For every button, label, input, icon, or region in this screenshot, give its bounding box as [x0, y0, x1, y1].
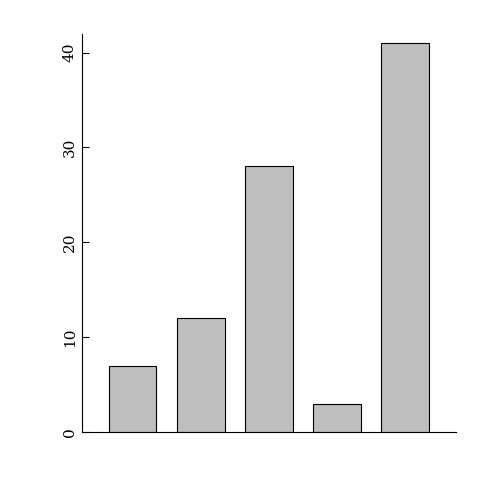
Bar — [313, 404, 360, 432]
Bar — [245, 167, 293, 432]
Bar — [381, 43, 429, 432]
Bar — [177, 318, 225, 432]
Bar — [109, 366, 156, 432]
